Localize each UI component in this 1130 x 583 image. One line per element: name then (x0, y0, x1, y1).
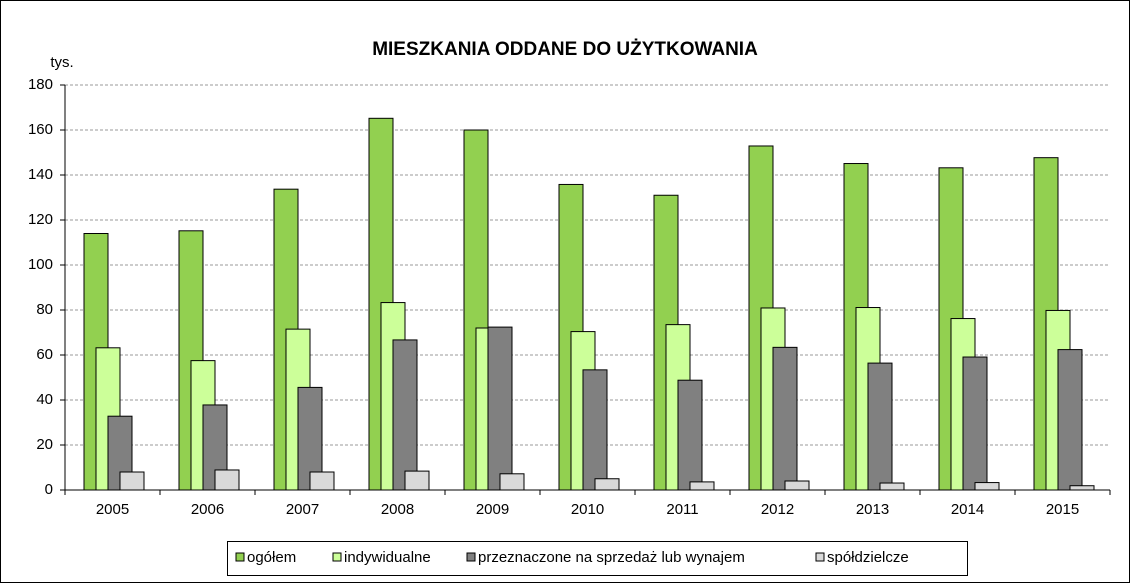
legend-swatch (235, 552, 245, 562)
y-axis-label: tys. (50, 54, 73, 71)
x-tick-label: 2005 (96, 501, 129, 518)
bar (499, 473, 525, 491)
bar (784, 480, 810, 491)
bar (392, 339, 418, 491)
legend-label: spółdzielcze (827, 549, 909, 566)
x-tick-label: 2007 (286, 501, 319, 518)
bar (772, 346, 798, 491)
bar (974, 482, 1000, 491)
bar (677, 379, 703, 491)
legend-label: przeznaczone na sprzedaż lub wynajem (478, 549, 745, 566)
y-tick-label: 140 (28, 166, 53, 183)
bar (309, 471, 335, 491)
chart-title: MIESZKANIA ODDANE DO UŻYTKOWANIA (372, 39, 758, 60)
legend-box (227, 541, 968, 576)
x-tick-label: 2011 (666, 501, 698, 518)
bar (867, 362, 893, 491)
bar (119, 471, 145, 491)
x-tick-label: 2008 (381, 501, 414, 518)
x-tick-label: 2015 (1046, 501, 1079, 518)
x-tick-label: 2013 (856, 501, 889, 518)
y-tick-label: 120 (28, 211, 53, 228)
legend-label: indywidualne (344, 549, 431, 566)
y-tick-label: 100 (28, 256, 53, 273)
x-tick-label: 2009 (476, 501, 509, 518)
y-tick-label: 0 (45, 481, 53, 498)
bar (962, 356, 988, 491)
bar (594, 478, 620, 491)
bar (582, 369, 608, 491)
bar (879, 482, 905, 491)
y-tick-label: 20 (36, 436, 53, 453)
y-tick-label: 180 (28, 76, 53, 93)
x-tick-label: 2006 (191, 501, 224, 518)
y-tick-label: 40 (36, 391, 53, 408)
bar (404, 470, 430, 491)
legend-swatch (332, 552, 342, 562)
legend-swatch (815, 552, 825, 562)
bar (214, 469, 240, 491)
x-tick-label: 2012 (761, 501, 794, 518)
x-tick-label: 2010 (571, 501, 604, 518)
y-tick-label: 160 (28, 121, 53, 138)
y-tick-label: 80 (36, 301, 53, 318)
bar (689, 481, 715, 491)
bar (1069, 485, 1095, 491)
y-tick-label: 60 (36, 346, 53, 363)
x-tick-label: 2014 (951, 501, 984, 518)
legend-swatch (466, 552, 476, 562)
bar (1057, 349, 1083, 491)
bar (487, 326, 513, 491)
legend-label: ogółem (247, 549, 296, 566)
